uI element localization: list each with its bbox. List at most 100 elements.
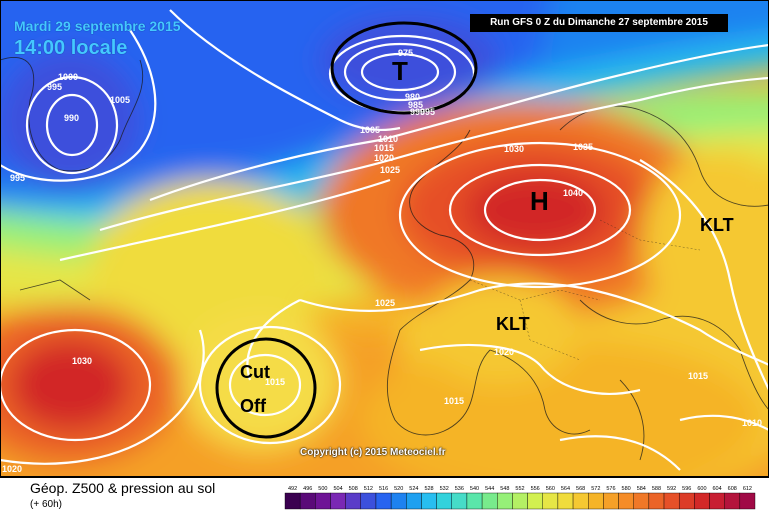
scale-swatch xyxy=(572,492,589,510)
isobar-label: 1020 xyxy=(374,153,394,163)
scale-swatch xyxy=(406,492,422,510)
scale-tick-label: 564 xyxy=(561,486,570,492)
scale-tick-label: 496 xyxy=(303,486,312,492)
scale-tick-label: 520 xyxy=(394,486,403,492)
isobar-label: 1040 xyxy=(563,188,583,198)
isobar-label: 1015 xyxy=(688,371,708,381)
scale-swatch xyxy=(481,492,498,510)
forecast-time: 14:00 locale xyxy=(14,37,128,59)
klt-central-marker: KLT xyxy=(496,314,530,334)
isobar-label: 1005 xyxy=(360,125,380,135)
scale-tick-label: 576 xyxy=(606,486,615,492)
copyright-notice: Copyright (c) 2015 Meteociel.fr xyxy=(300,447,446,458)
run-banner: Run GFS 0 Z du Dimanche 27 septembre 201… xyxy=(470,14,728,32)
scale-swatch xyxy=(360,492,377,510)
scale-tick-label: 548 xyxy=(500,486,509,492)
scale-swatch xyxy=(603,492,619,510)
scale-swatch xyxy=(557,492,574,510)
cut-label: Cut xyxy=(240,362,270,382)
scale-tick-label: 596 xyxy=(682,486,691,492)
geopotential-map: T H KLT KLT Cut Off 1000 995 990 1005 99… xyxy=(0,0,769,477)
scale-swatch xyxy=(497,492,513,510)
scale-swatch xyxy=(299,492,316,510)
isobar-label: 995 xyxy=(420,107,435,117)
scale-swatch xyxy=(284,492,301,510)
isobar-label: 990 xyxy=(64,113,79,123)
scale-tick-label: 600 xyxy=(697,486,706,492)
scale-tick-label: 528 xyxy=(424,486,433,492)
scale-swatch xyxy=(618,492,634,510)
system-markers: T H KLT KLT Cut Off xyxy=(240,56,734,416)
scale-tick-label: 552 xyxy=(515,486,524,492)
color-scale: 492 496 500 504 508 512 516 520 524 528 532 536 540 5… xyxy=(284,486,756,510)
scale-swatch xyxy=(678,492,695,510)
scale-tick-label: 592 xyxy=(667,486,676,492)
off-label: Off xyxy=(240,396,267,416)
scale-tick-label: 516 xyxy=(379,486,388,492)
scale-swatch xyxy=(512,492,528,510)
scale-tick-label: 612 xyxy=(743,486,752,492)
isobar-label: 995 xyxy=(10,173,25,183)
isobar-label: 1025 xyxy=(380,165,400,175)
scale-tick-label: 572 xyxy=(591,486,600,492)
legend-title: Géop. Z500 & pression au sol xyxy=(30,480,216,496)
scale-swatch xyxy=(588,492,604,510)
klt-east-marker: KLT xyxy=(700,215,734,235)
isobar-label: 1030 xyxy=(72,356,92,366)
scale-swatch xyxy=(739,492,756,510)
scale-swatch xyxy=(466,492,483,510)
scale-tick-label: 604 xyxy=(713,486,722,492)
high-marker: H xyxy=(530,186,549,216)
scale-swatch xyxy=(451,492,468,510)
scale-swatch xyxy=(542,492,559,510)
isobar-label: 990 xyxy=(410,107,425,117)
isobar-labels: 1000 995 990 1005 995 975 980 985 990 99… xyxy=(2,48,762,474)
scale-tick-label: 536 xyxy=(455,486,464,492)
isobar-label: 1035 xyxy=(573,142,593,152)
low-marker: T xyxy=(392,56,408,86)
scale-swatch xyxy=(375,492,392,510)
isobar-label: 995 xyxy=(47,82,62,92)
scale-swatch xyxy=(436,492,452,510)
isobar-label: 1010 xyxy=(378,134,398,144)
scale-swatch xyxy=(648,492,665,510)
legend-subtitle: (+ 60h) xyxy=(30,499,62,510)
scale-tick-label: 492 xyxy=(288,486,297,492)
scale-swatch xyxy=(709,492,725,510)
scale-tick-label: 584 xyxy=(637,486,646,492)
scale-tick-label: 568 xyxy=(576,486,585,492)
scale-swatch xyxy=(345,492,362,510)
annotation-circles xyxy=(215,21,478,439)
scale-tick-label: 544 xyxy=(485,486,494,492)
scale-tick-label: 500 xyxy=(318,486,327,492)
isobar-label: 1000 xyxy=(58,72,78,82)
scale-tick-label: 556 xyxy=(531,486,540,492)
scale-tick-label: 508 xyxy=(349,486,358,492)
scale-tick-label: 608 xyxy=(728,486,737,492)
borders xyxy=(469,219,701,361)
scale-swatch xyxy=(633,492,650,510)
low-pressure-circle xyxy=(330,21,478,115)
scale-tick-label: 580 xyxy=(622,486,631,492)
forecast-date: Mardi 29 septembre 2015 xyxy=(14,18,181,34)
isobar-label: 1015 xyxy=(374,143,394,153)
isobar-label: 1005 xyxy=(110,95,130,105)
scale-tick-label: 560 xyxy=(546,486,555,492)
isobar-label: 1020 xyxy=(2,464,22,474)
scale-swatch xyxy=(330,492,346,510)
scale-tick-label: 512 xyxy=(364,486,373,492)
scale-swatch xyxy=(694,492,710,510)
isobar-label: 975 xyxy=(398,48,413,58)
scale-tick-label: 504 xyxy=(333,486,342,492)
isobar-label: 1030 xyxy=(504,144,524,154)
scale-swatch xyxy=(724,492,741,510)
isobar-label: 1015 xyxy=(444,396,464,406)
scale-tick-label: 588 xyxy=(652,486,661,492)
scale-tick-label: 532 xyxy=(440,486,449,492)
cut-off-circle xyxy=(215,337,317,439)
isobar-label: 1025 xyxy=(375,298,395,308)
scale-swatch xyxy=(663,492,680,510)
geopotential-field xyxy=(0,0,769,477)
isobar-label: 1010 xyxy=(742,418,762,428)
